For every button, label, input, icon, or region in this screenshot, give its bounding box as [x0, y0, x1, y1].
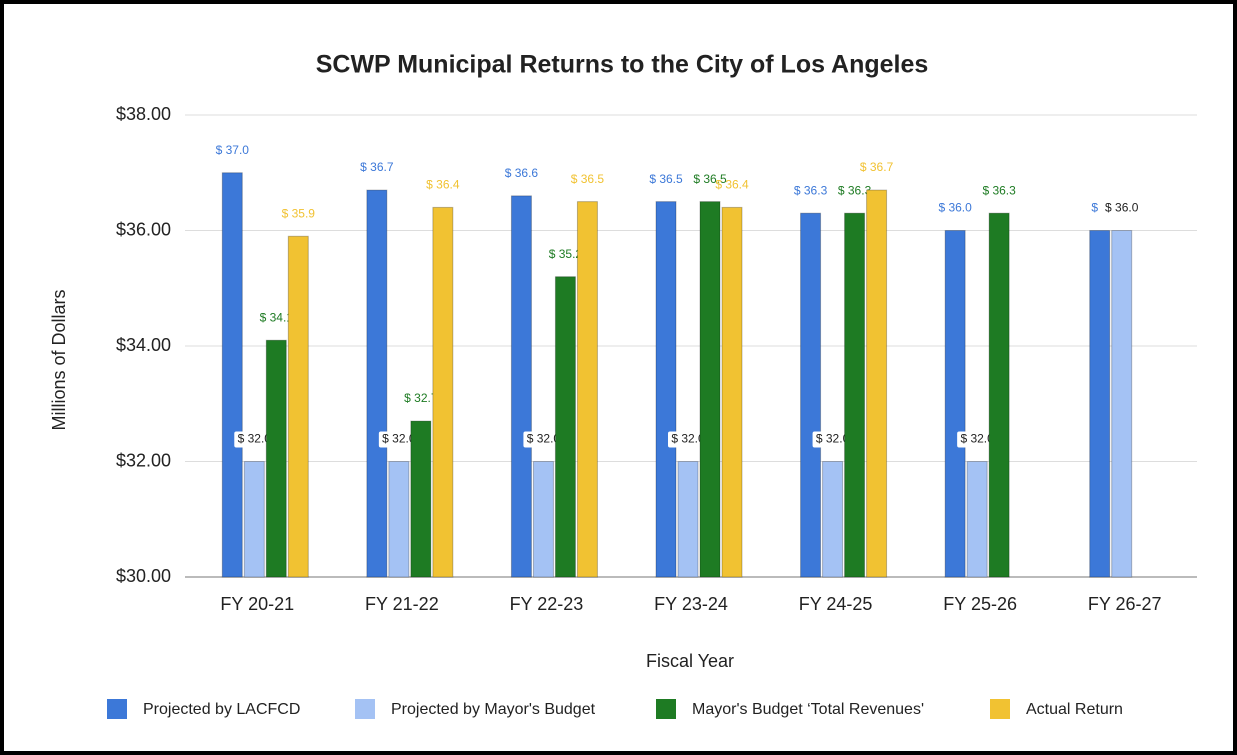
x-tick-label: FY 25-26 [943, 594, 1017, 614]
value-label: $ 36.4 [715, 178, 749, 192]
y-tick-label: $30.00 [116, 566, 171, 586]
bar [822, 461, 844, 578]
value-label: $ 32.0 [382, 432, 416, 446]
legend-label: Projected by LACFCD [143, 701, 300, 718]
value-label: $ 36.3 [794, 183, 828, 197]
x-tick-label: FY 24-25 [799, 594, 873, 614]
value-label: $ 36.3 [982, 183, 1016, 197]
value-label-bg [378, 431, 419, 448]
value-label: $ 32.0 [527, 432, 561, 446]
bar [265, 339, 287, 578]
x-axis-title: Fiscal Year [646, 651, 734, 671]
bar [221, 172, 243, 578]
value-label: $ 36.5 [571, 172, 605, 186]
value-label: $ 36.7 [860, 160, 894, 174]
x-tick-label: FY 21-22 [365, 594, 439, 614]
value-label: $ 32.0 [238, 432, 272, 446]
value-label: $ 35.2 [549, 247, 583, 261]
bar [1111, 230, 1133, 578]
legend-swatch [355, 699, 375, 719]
bar [721, 206, 743, 578]
bar [800, 212, 822, 578]
value-label: $ 32.0 [816, 432, 850, 446]
value-label: $ 36.6 [505, 166, 539, 180]
x-tick-label: FY 22-23 [510, 594, 584, 614]
value-label: $ 32.0 [960, 432, 994, 446]
bar [510, 195, 532, 578]
bar [844, 212, 866, 578]
legend-label: Actual Return [1026, 701, 1123, 718]
bar [554, 276, 576, 578]
value-label: $ 35.9 [282, 206, 316, 220]
bar [866, 189, 888, 578]
legend-label: Mayor's Budget ‘Total Revenues' [692, 701, 924, 718]
value-label-bg [523, 431, 564, 448]
x-tick-label: FY 26-27 [1088, 594, 1162, 614]
value-label: $ 36.0 [1105, 201, 1139, 215]
bar [699, 201, 721, 578]
bar [366, 189, 388, 578]
legend-swatch [990, 699, 1010, 719]
bar [388, 461, 410, 578]
value-label-bg [234, 431, 275, 448]
value-label: $ 32.7 [404, 391, 438, 405]
value-label-bg [668, 431, 708, 448]
bar [432, 206, 454, 578]
bar [532, 461, 554, 578]
y-tick-label: $38.00 [116, 104, 171, 124]
value-label-bg [812, 431, 853, 448]
value-label: $ 37.0 [216, 143, 250, 157]
value-label-bg [1101, 200, 1142, 217]
value-label: $ 36.4 [426, 178, 460, 192]
bar [966, 461, 988, 578]
bar [988, 212, 1010, 578]
bar [576, 201, 598, 578]
y-tick-label: $32.00 [116, 450, 171, 470]
bar [287, 235, 309, 578]
y-tick-label: $34.00 [116, 335, 171, 355]
legend-label: Projected by Mayor's Budget [391, 701, 596, 718]
y-axis-title: Millions of Dollars [49, 289, 69, 430]
y-tick-label: $36.00 [116, 219, 171, 239]
value-label: $ 34.1 [260, 310, 294, 324]
bar [243, 461, 265, 578]
bar [655, 201, 677, 578]
value-label-bg [957, 431, 998, 448]
legend-swatch [107, 699, 127, 719]
value-label: $ 36.5 [649, 172, 683, 186]
chart-title: SCWP Municipal Returns to the City of Lo… [316, 51, 929, 79]
x-tick-label: FY 20-21 [220, 594, 294, 614]
value-label: $ 32.0 [671, 432, 705, 446]
value-label: $ 36.7 [360, 160, 394, 174]
x-tick-label: FY 23-24 [654, 594, 728, 614]
bar [410, 420, 432, 578]
bar [677, 461, 699, 578]
legend-swatch [656, 699, 676, 719]
value-label: $ 36.0 [938, 201, 972, 215]
bar [944, 230, 966, 578]
bar [1089, 230, 1111, 578]
value-label: $ 36.5 [693, 172, 727, 186]
value-label: $ 36.3 [838, 183, 872, 197]
